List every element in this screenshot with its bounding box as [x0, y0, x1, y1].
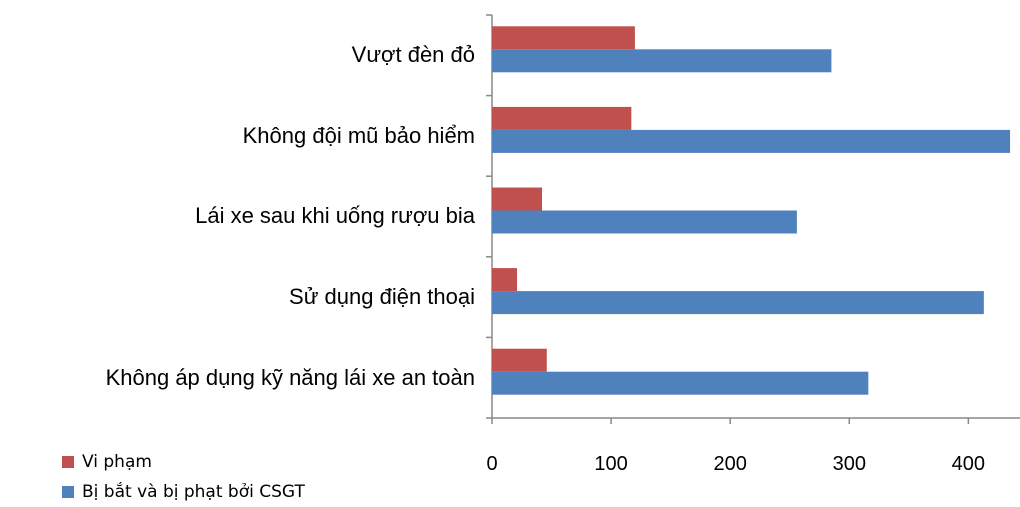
- y-tick-label: Không áp dụng kỹ năng lái xe an toàn: [106, 337, 475, 418]
- category-label: Sử dụng điện thoại: [289, 284, 475, 310]
- legend-label: Bị bắt và bị phạt bởi CSGT: [82, 481, 305, 502]
- bar: [492, 371, 869, 395]
- bar: [492, 129, 1011, 153]
- bar: [492, 210, 797, 234]
- bar: [492, 268, 518, 292]
- x-tick-label: 200: [713, 453, 746, 475]
- x-tick-label: 400: [952, 453, 985, 475]
- x-tick-label: 100: [594, 453, 627, 475]
- bar: [492, 26, 635, 50]
- x-tick-label: 0: [486, 453, 497, 475]
- category-label: Không áp dụng kỹ năng lái xe an toàn: [105, 364, 475, 390]
- y-tick-label: Sử dụng điện thoại: [289, 257, 475, 338]
- category-label: Không đội mũ bảo hiểm: [242, 122, 475, 148]
- y-tick-label: Vượt đèn đỏ: [352, 15, 475, 96]
- bar: [492, 49, 832, 73]
- x-tick-label: 300: [833, 453, 866, 475]
- bar: [492, 291, 984, 315]
- y-tick-label: Lái xe sau khi uống rượu bia: [195, 176, 475, 257]
- category-label: Lái xe sau khi uống rượu bia: [195, 203, 475, 229]
- bar: [492, 348, 547, 372]
- legend-swatch: [62, 456, 74, 468]
- legend-swatch: [62, 486, 74, 498]
- category-label: Vượt đèn đỏ: [351, 42, 475, 68]
- legend-label: Vi phạm: [82, 452, 152, 472]
- y-tick-label: Không đội mũ bảo hiểm: [243, 96, 475, 177]
- bar: [492, 106, 632, 130]
- bar: [492, 187, 543, 211]
